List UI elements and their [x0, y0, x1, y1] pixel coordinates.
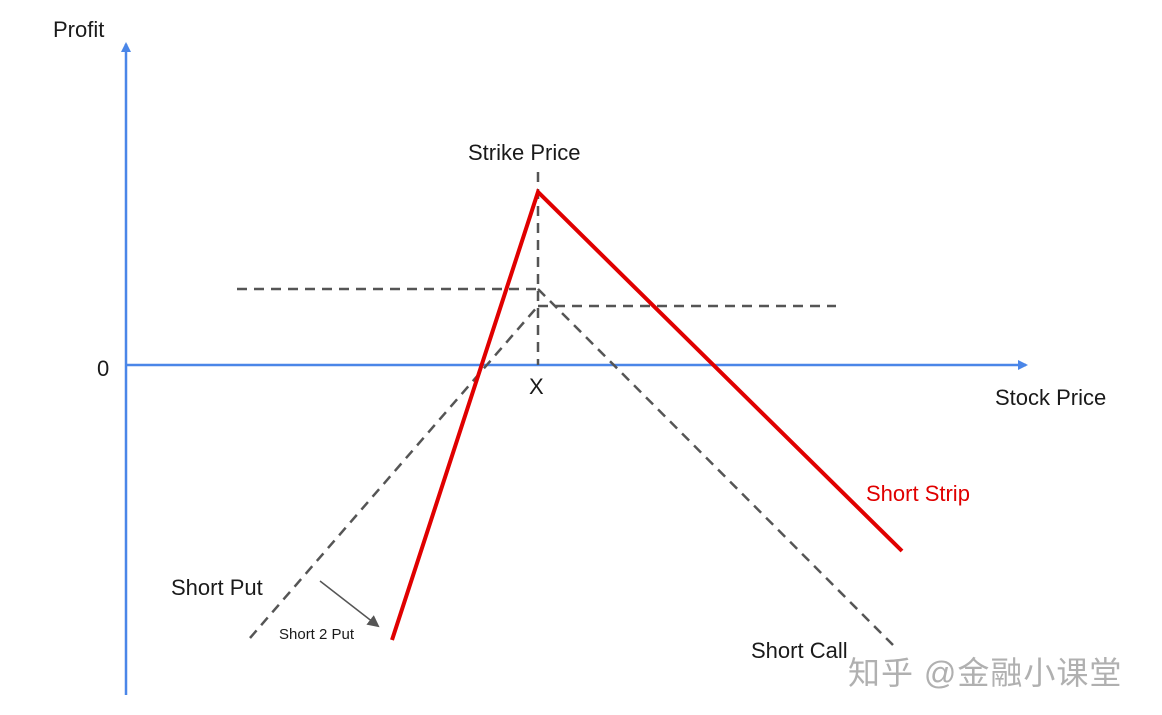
- short-2-put-arrow: [319, 580, 380, 628]
- short-strip-label: Short Strip: [866, 481, 970, 506]
- short-put-dashed-line: [249, 305, 539, 639]
- short-strip-line: [390, 188, 904, 641]
- watermark: 知乎 @金融小课堂: [848, 655, 1123, 691]
- x-axis-label: Stock Price: [995, 385, 1107, 410]
- strike-price-label: Strike Price: [468, 140, 581, 165]
- short-put-label: Short Put: [171, 575, 263, 600]
- zero-label: 0: [97, 356, 110, 381]
- short-call-dashed-line: [537, 288, 894, 646]
- short-call-label: Short Call: [751, 638, 848, 663]
- short-2-put-label: Short 2 Put: [279, 626, 355, 643]
- y-axis-label: Profit: [53, 17, 105, 42]
- strike-tick-label: X: [529, 374, 544, 399]
